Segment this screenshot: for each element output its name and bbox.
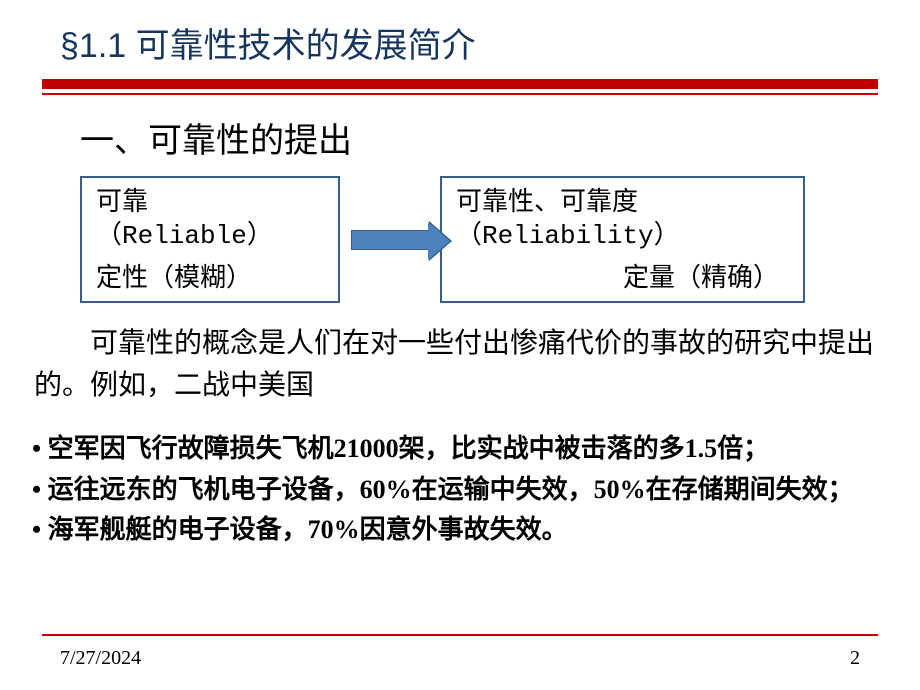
bullet-text: 架，比实战中被击落的多 (399, 434, 685, 463)
bullet-text: 在运输中失效， (412, 475, 594, 504)
footer-date: 7/27/2024 (60, 647, 141, 670)
bullet-text: 因意外事故失效。 (360, 515, 568, 544)
concept-boxes-row: 可靠 （Reliable） 定性（模糊） 可靠性、可靠度 （Reliabilit… (80, 176, 890, 303)
title-underline-thin (42, 93, 878, 95)
box-left-qual: 定性（模糊） (96, 260, 324, 295)
bullet-number: 21000 (334, 434, 399, 463)
slide-title: §1.1 可靠性技术的发展简介 (60, 18, 890, 67)
footer-page-number: 2 (850, 647, 860, 670)
box-right-qual: 定量（精确） (456, 260, 789, 295)
box-right-en: （Reliability） (456, 219, 789, 254)
bullet-number: 50% (594, 475, 646, 504)
box-reliability: 可靠性、可靠度 （Reliability） 定量（精确） (440, 176, 805, 303)
box-reliable: 可靠 （Reliable） 定性（模糊） (80, 176, 340, 303)
bullet-number: 1.5 (685, 434, 718, 463)
intro-paragraph: 可靠性的概念是人们在对一些付出惨痛代价的事故的研究中提出的。例如，二战中美国 (34, 323, 886, 407)
bullet-item: • 运往远东的飞机电子设备，60%在运输中失效，50%在存储期间失效； (32, 470, 890, 510)
bullet-list: • 空军因飞行故障损失飞机21000架，比实战中被击落的多1.5倍； • 运往远… (32, 429, 890, 550)
bullet-number: 60% (360, 475, 412, 504)
bullet-item: • 空军因飞行故障损失飞机21000架，比实战中被击落的多1.5倍； (32, 429, 890, 469)
bullet-item: • 海军舰艇的电子设备，70%因意外事故失效。 (32, 510, 890, 550)
footer-divider (42, 634, 878, 636)
box-left-line1: 可靠 (96, 184, 324, 219)
section-subheading: 一、可靠性的提出 (80, 113, 890, 162)
bullet-number: 70% (308, 515, 360, 544)
bullet-text: • 海军舰艇的电子设备， (32, 515, 308, 544)
slide: §1.1 可靠性技术的发展简介 一、可靠性的提出 可靠 （Reliable） 定… (0, 0, 920, 690)
box-right-line1: 可靠性、可靠度 (456, 184, 789, 219)
arrow-wrap (340, 230, 440, 250)
box-left-en: （Reliable） (96, 219, 324, 254)
bullet-text: 在存储期间失效； (646, 475, 854, 504)
bullet-text: • 空军因飞行故障损失飞机 (32, 434, 334, 463)
bullet-text: 倍； (717, 434, 769, 463)
arrow-right-icon (351, 230, 429, 250)
title-underline-thick (42, 79, 878, 89)
bullet-text: • 运往远东的飞机电子设备， (32, 475, 360, 504)
